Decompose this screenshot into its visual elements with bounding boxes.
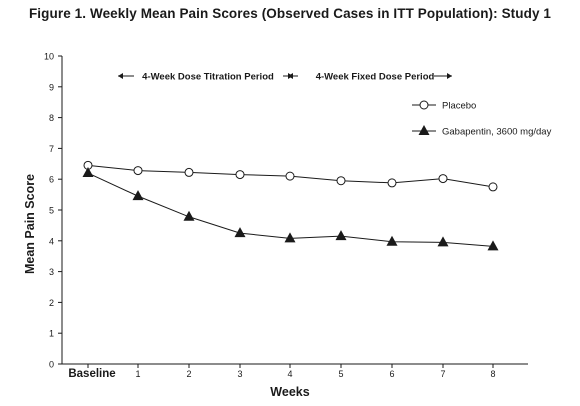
x-tick-label: 5	[338, 369, 343, 379]
chart-axes: 0 1 2 3 4 5 6 7 8 9 10 Baseline 1 2 3 4 5 6 7 8 Weeks Mean Pa…	[23, 52, 528, 399]
placebo-data-point	[438, 174, 448, 184]
x-axis-title: Weeks	[270, 385, 309, 399]
placebo-data-point	[133, 166, 143, 176]
placebo-data-point	[387, 178, 397, 188]
y-tick-label: 0	[49, 360, 54, 370]
fixed-arrowhead-right	[447, 73, 452, 79]
y-tick-label: 3	[49, 267, 54, 277]
y-tick-label: 8	[49, 113, 54, 123]
placebo-data-point	[285, 171, 295, 181]
gabapentin-data-point	[234, 227, 246, 238]
chart-plot-area	[82, 160, 499, 251]
placebo-data-point	[184, 167, 194, 177]
figure-title: Figure 1. Weekly Mean Pain Scores (Obser…	[28, 6, 552, 21]
gabapentin-data-point	[284, 232, 296, 243]
x-tick-label: Baseline	[68, 368, 115, 380]
gabapentin-data-point	[386, 235, 398, 246]
x-tick-label: 4	[287, 369, 292, 379]
annotation-titration-label: 4-Week Dose Titration Period	[142, 72, 274, 83]
chart-legend: Placebo Gabapentin, 3600 mg/day	[412, 100, 552, 138]
gabapentin-data-point	[487, 240, 499, 251]
gabapentin-data-point	[132, 190, 144, 201]
x-tick-label: 6	[389, 369, 394, 379]
y-axis-title: Mean Pain Score	[23, 174, 37, 274]
x-tick-label: 3	[237, 369, 242, 379]
y-tick-label: 7	[49, 144, 54, 154]
y-tick-label: 2	[49, 298, 54, 308]
x-tick-label: 1	[135, 369, 140, 379]
legend-gabapentin-marker	[418, 125, 430, 135]
y-tick-label: 10	[44, 52, 54, 62]
gabapentin-data-point	[183, 210, 195, 221]
annotation-fixed-label: 4-Week Fixed Dose Period	[316, 72, 435, 83]
gabapentin-data-point	[437, 236, 449, 247]
legend-placebo-label: Placebo	[442, 101, 476, 112]
placebo-data-point	[235, 170, 245, 180]
chart-annotations: 4-Week Dose Titration Period 4-Week Fixed…	[118, 72, 452, 83]
legend-placebo-marker	[419, 100, 429, 110]
y-tick-label: 4	[49, 236, 54, 246]
titration-arrowhead-left	[118, 73, 123, 79]
placebo-data-point	[488, 182, 498, 192]
x-tick-label: 8	[490, 369, 495, 379]
y-tick-label: 5	[49, 206, 54, 216]
x-tick-label: 7	[440, 369, 445, 379]
y-tick-label: 1	[49, 329, 54, 339]
x-tick-label: 2	[186, 369, 191, 379]
gabapentin-data-point	[82, 167, 94, 178]
legend-gabapentin-label: Gabapentin, 3600 mg/day	[442, 127, 552, 138]
fixed-arrowhead-left	[288, 73, 293, 79]
y-tick-label: 9	[49, 82, 54, 92]
gabapentin-data-point	[335, 230, 347, 241]
placebo-data-point	[336, 176, 346, 186]
y-tick-label: 6	[49, 175, 54, 185]
